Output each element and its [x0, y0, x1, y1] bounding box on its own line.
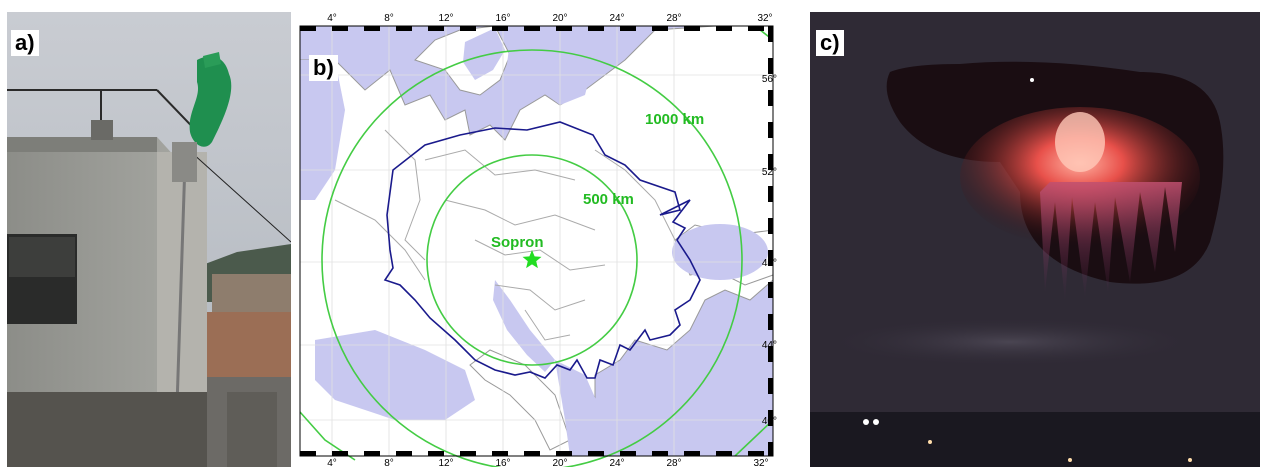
lon-tick-label: 8° [384, 13, 394, 24]
lon-tick-label: 4° [327, 13, 337, 24]
lon-tick-label: 24° [609, 13, 624, 24]
lon-tick-label: 20° [552, 458, 567, 467]
lon-tick-label: 32° [757, 13, 772, 24]
ring-label-1000km: 1000 km [645, 111, 704, 128]
lon-tick-label: 8° [384, 458, 394, 467]
lon-tick-labels-bottom: 4° 8° 12° 16° 20° 24° 28° 32° [327, 458, 768, 467]
lat-tick-label: 48° [762, 258, 777, 269]
lat-tick-labels: 56° 52° 48° 44° 40° [762, 74, 777, 427]
coverage-boundary [383, 121, 701, 379]
lon-tick-label: 28° [666, 458, 681, 467]
ring-500km [426, 154, 638, 366]
lon-tick-label: 12° [438, 13, 453, 24]
lon-tick-label: 16° [495, 13, 510, 24]
lon-tick-labels-top: 4° 8° 12° 16° 20° 24° 28° 32° [327, 13, 772, 24]
country-borders [334, 129, 676, 341]
lat-tick-label: 40° [762, 416, 777, 427]
map-frame-ticks [300, 26, 773, 456]
lon-tick-label: 12° [438, 458, 453, 467]
star-icon [522, 250, 542, 269]
antenna-photo [7, 12, 291, 467]
lat-tick-label: 52° [762, 167, 777, 178]
panel-b-label: b) [309, 55, 338, 81]
lon-tick-label: 16° [495, 458, 510, 467]
lon-tick-label: 4° [327, 458, 337, 467]
panel-a-antenna-photo: a) [7, 12, 291, 467]
sprite-photo [810, 12, 1260, 467]
ring-1000km [321, 49, 743, 467]
panel-c-sprite-photo: c) [810, 12, 1260, 467]
panel-c-label: c) [816, 30, 844, 56]
lon-tick-label: 24° [609, 458, 624, 467]
coverage-map: 4° 8° 12° 16° 20° 24° 28° 32° 4° 8° 12° … [299, 0, 778, 467]
panel-a-label: a) [11, 30, 39, 56]
lat-tick-label: 56° [762, 74, 777, 85]
lon-tick-label: 32° [753, 458, 768, 467]
lon-tick-label: 20° [552, 13, 567, 24]
lon-tick-label: 28° [666, 13, 681, 24]
station-label: Sopron [491, 234, 544, 251]
lat-tick-label: 44° [762, 340, 777, 351]
ring-label-500km: 500 km [583, 191, 634, 208]
sea-patches [300, 26, 773, 456]
panel-b-map: 4° 8° 12° 16° 20° 24° 28° 32° 4° 8° 12° … [295, 0, 778, 467]
